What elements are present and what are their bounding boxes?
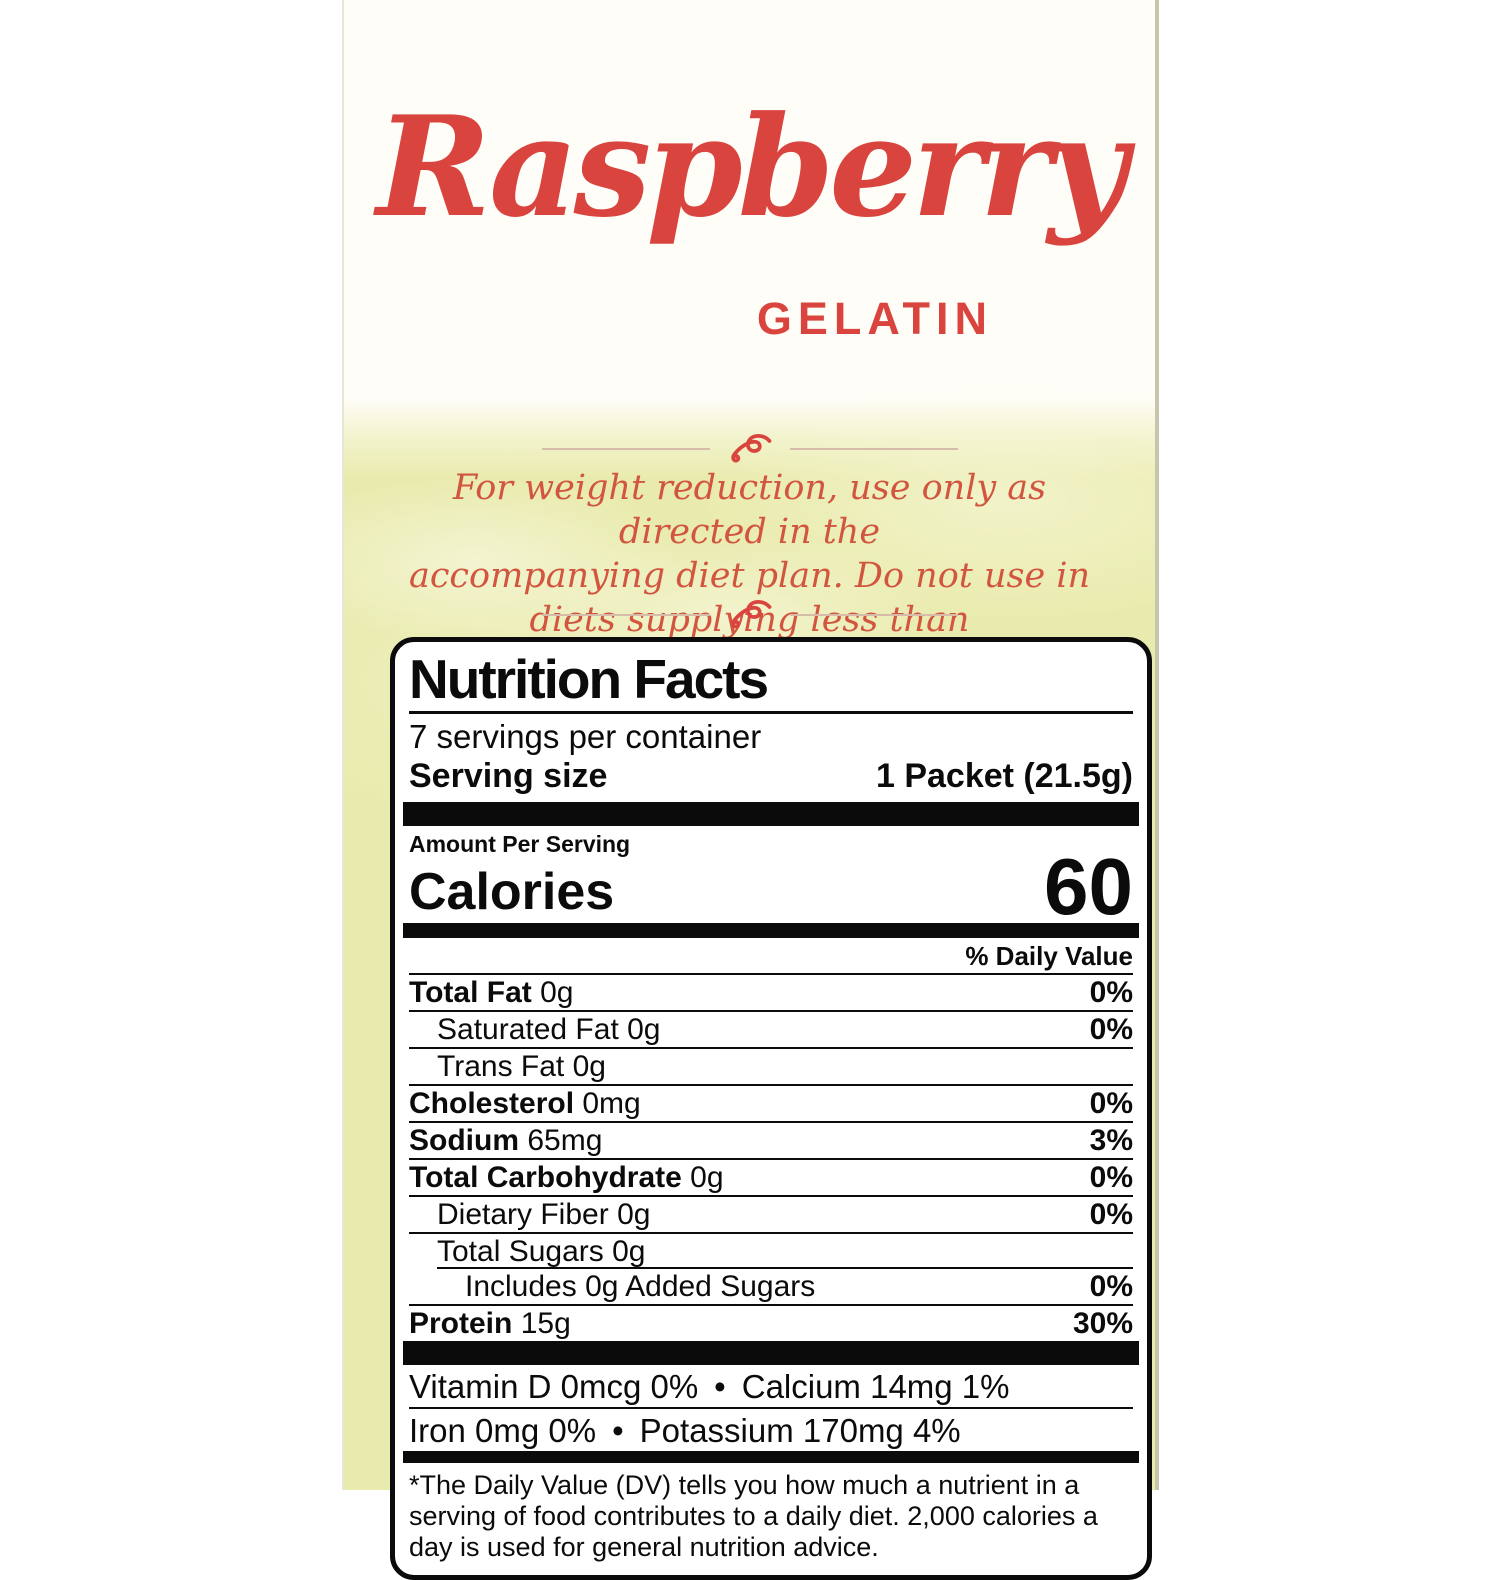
calories-label: Calories: [409, 863, 615, 921]
swash-ornament-icon: [726, 432, 774, 465]
row-label: Dietary Fiber 0g: [437, 1198, 651, 1231]
nutrition-row-trans-fat: Trans Fat 0g: [409, 1049, 1133, 1086]
row-label: Includes 0g Added Sugars: [465, 1270, 816, 1303]
nutrition-row-total-carbohydrate: Total Carbohydrate 0g 0%: [409, 1160, 1133, 1197]
servings-per-container: 7 servings per container: [409, 718, 762, 755]
serving-size-label: Serving size: [409, 757, 608, 795]
bullet-separator: •: [714, 1368, 726, 1405]
serving-size-row: Serving size 1 Packet (21.5g): [409, 756, 1133, 802]
product-flavor-title: Raspberry: [376, 85, 1127, 248]
micronutrient-value: Calcium 14mg 1%: [741, 1368, 1010, 1405]
row-daily-value: 0%: [1089, 1198, 1133, 1231]
row-daily-value: 0%: [1089, 976, 1133, 1009]
row-daily-value: 0%: [1089, 1013, 1133, 1046]
daily-value-footnote: *The Daily Value (DV) tells you how much…: [409, 1470, 1098, 1562]
micronutrient-value: Potassium 170mg 4%: [639, 1412, 961, 1449]
row-daily-value: 0%: [1089, 1270, 1133, 1303]
micronutrient-value: Iron 0mg 0%: [409, 1412, 597, 1449]
divider-line: [789, 447, 958, 450]
swash-ornament-icon: [726, 598, 774, 631]
separator-bar-medium: [403, 923, 1139, 938]
nutrition-row-saturated-fat: Saturated Fat 0g 0%: [409, 1012, 1133, 1049]
row-label: Saturated Fat 0g: [437, 1013, 661, 1046]
divider-line: [789, 613, 958, 616]
title-rule: [409, 711, 1133, 714]
gelatin-box-front-panel: Raspberry GELATIN For weight reduction, …: [342, 0, 1159, 1580]
row-daily-value: 0%: [1089, 1161, 1133, 1194]
divider-line: [541, 447, 710, 450]
calories-value: 60: [1044, 842, 1133, 931]
row-label: Total Sugars 0g: [437, 1235, 646, 1268]
separator-bar-thick: [403, 1341, 1139, 1365]
divider-line: [541, 613, 710, 616]
row-label: Sodium 65mg: [409, 1124, 603, 1157]
row-label: Trans Fat 0g: [437, 1050, 606, 1083]
nutrition-row-sodium: Sodium 65mg 3%: [409, 1123, 1133, 1160]
nutrition-facts-panel: Nutrition Facts 7 servings per container…: [390, 637, 1152, 1580]
daily-value-header: % Daily Value: [409, 938, 1133, 975]
micronutrient-row-1: Vitamin D 0mcg 0% • Calcium 14mg 1%: [409, 1365, 1133, 1409]
nutrition-row-added-sugars: Includes 0g Added Sugars 0%: [409, 1269, 1133, 1306]
micronutrient-row-2: Iron 0mg 0% • Potassium 170mg 4%: [409, 1409, 1133, 1451]
nutrition-row-cholesterol: Cholesterol 0mg 0%: [409, 1086, 1133, 1123]
nutrition-row-total-fat: Total Fat 0g 0%: [409, 975, 1133, 1012]
micronutrient-value: Vitamin D 0mcg 0%: [409, 1368, 699, 1405]
nutrition-row-protein: Protein 15g 30%: [409, 1306, 1133, 1341]
nutrition-row-total-sugars: Total Sugars 0g: [409, 1234, 1133, 1269]
row-daily-value: 0%: [1089, 1087, 1133, 1120]
top-divider: [344, 432, 1155, 465]
bullet-separator: •: [612, 1412, 624, 1449]
serving-size-value: 1 Packet (21.5g): [875, 757, 1133, 795]
nutrition-row-dietary-fiber: Dietary Fiber 0g 0%: [409, 1197, 1133, 1234]
calories-row: Calories 60: [409, 842, 1133, 931]
row-label: Total Fat 0g: [409, 976, 574, 1009]
nutrition-facts-title: Nutrition Facts: [409, 648, 769, 710]
row-label: Protein 15g: [409, 1307, 571, 1340]
product-type-title: GELATIN: [756, 293, 993, 344]
separator-bar-thin: [403, 1451, 1139, 1463]
row-daily-value: 3%: [1089, 1124, 1133, 1157]
row-daily-value: 30%: [1072, 1307, 1133, 1340]
amount-per-serving-label: Amount Per Serving: [409, 831, 631, 857]
row-label: Cholesterol 0mg: [409, 1087, 641, 1120]
notice-line: For weight reduction, use only as direct…: [452, 468, 1047, 552]
separator-bar-thick: [403, 802, 1139, 826]
row-label: Total Carbohydrate 0g: [409, 1161, 724, 1194]
bottom-divider: [344, 598, 1155, 631]
